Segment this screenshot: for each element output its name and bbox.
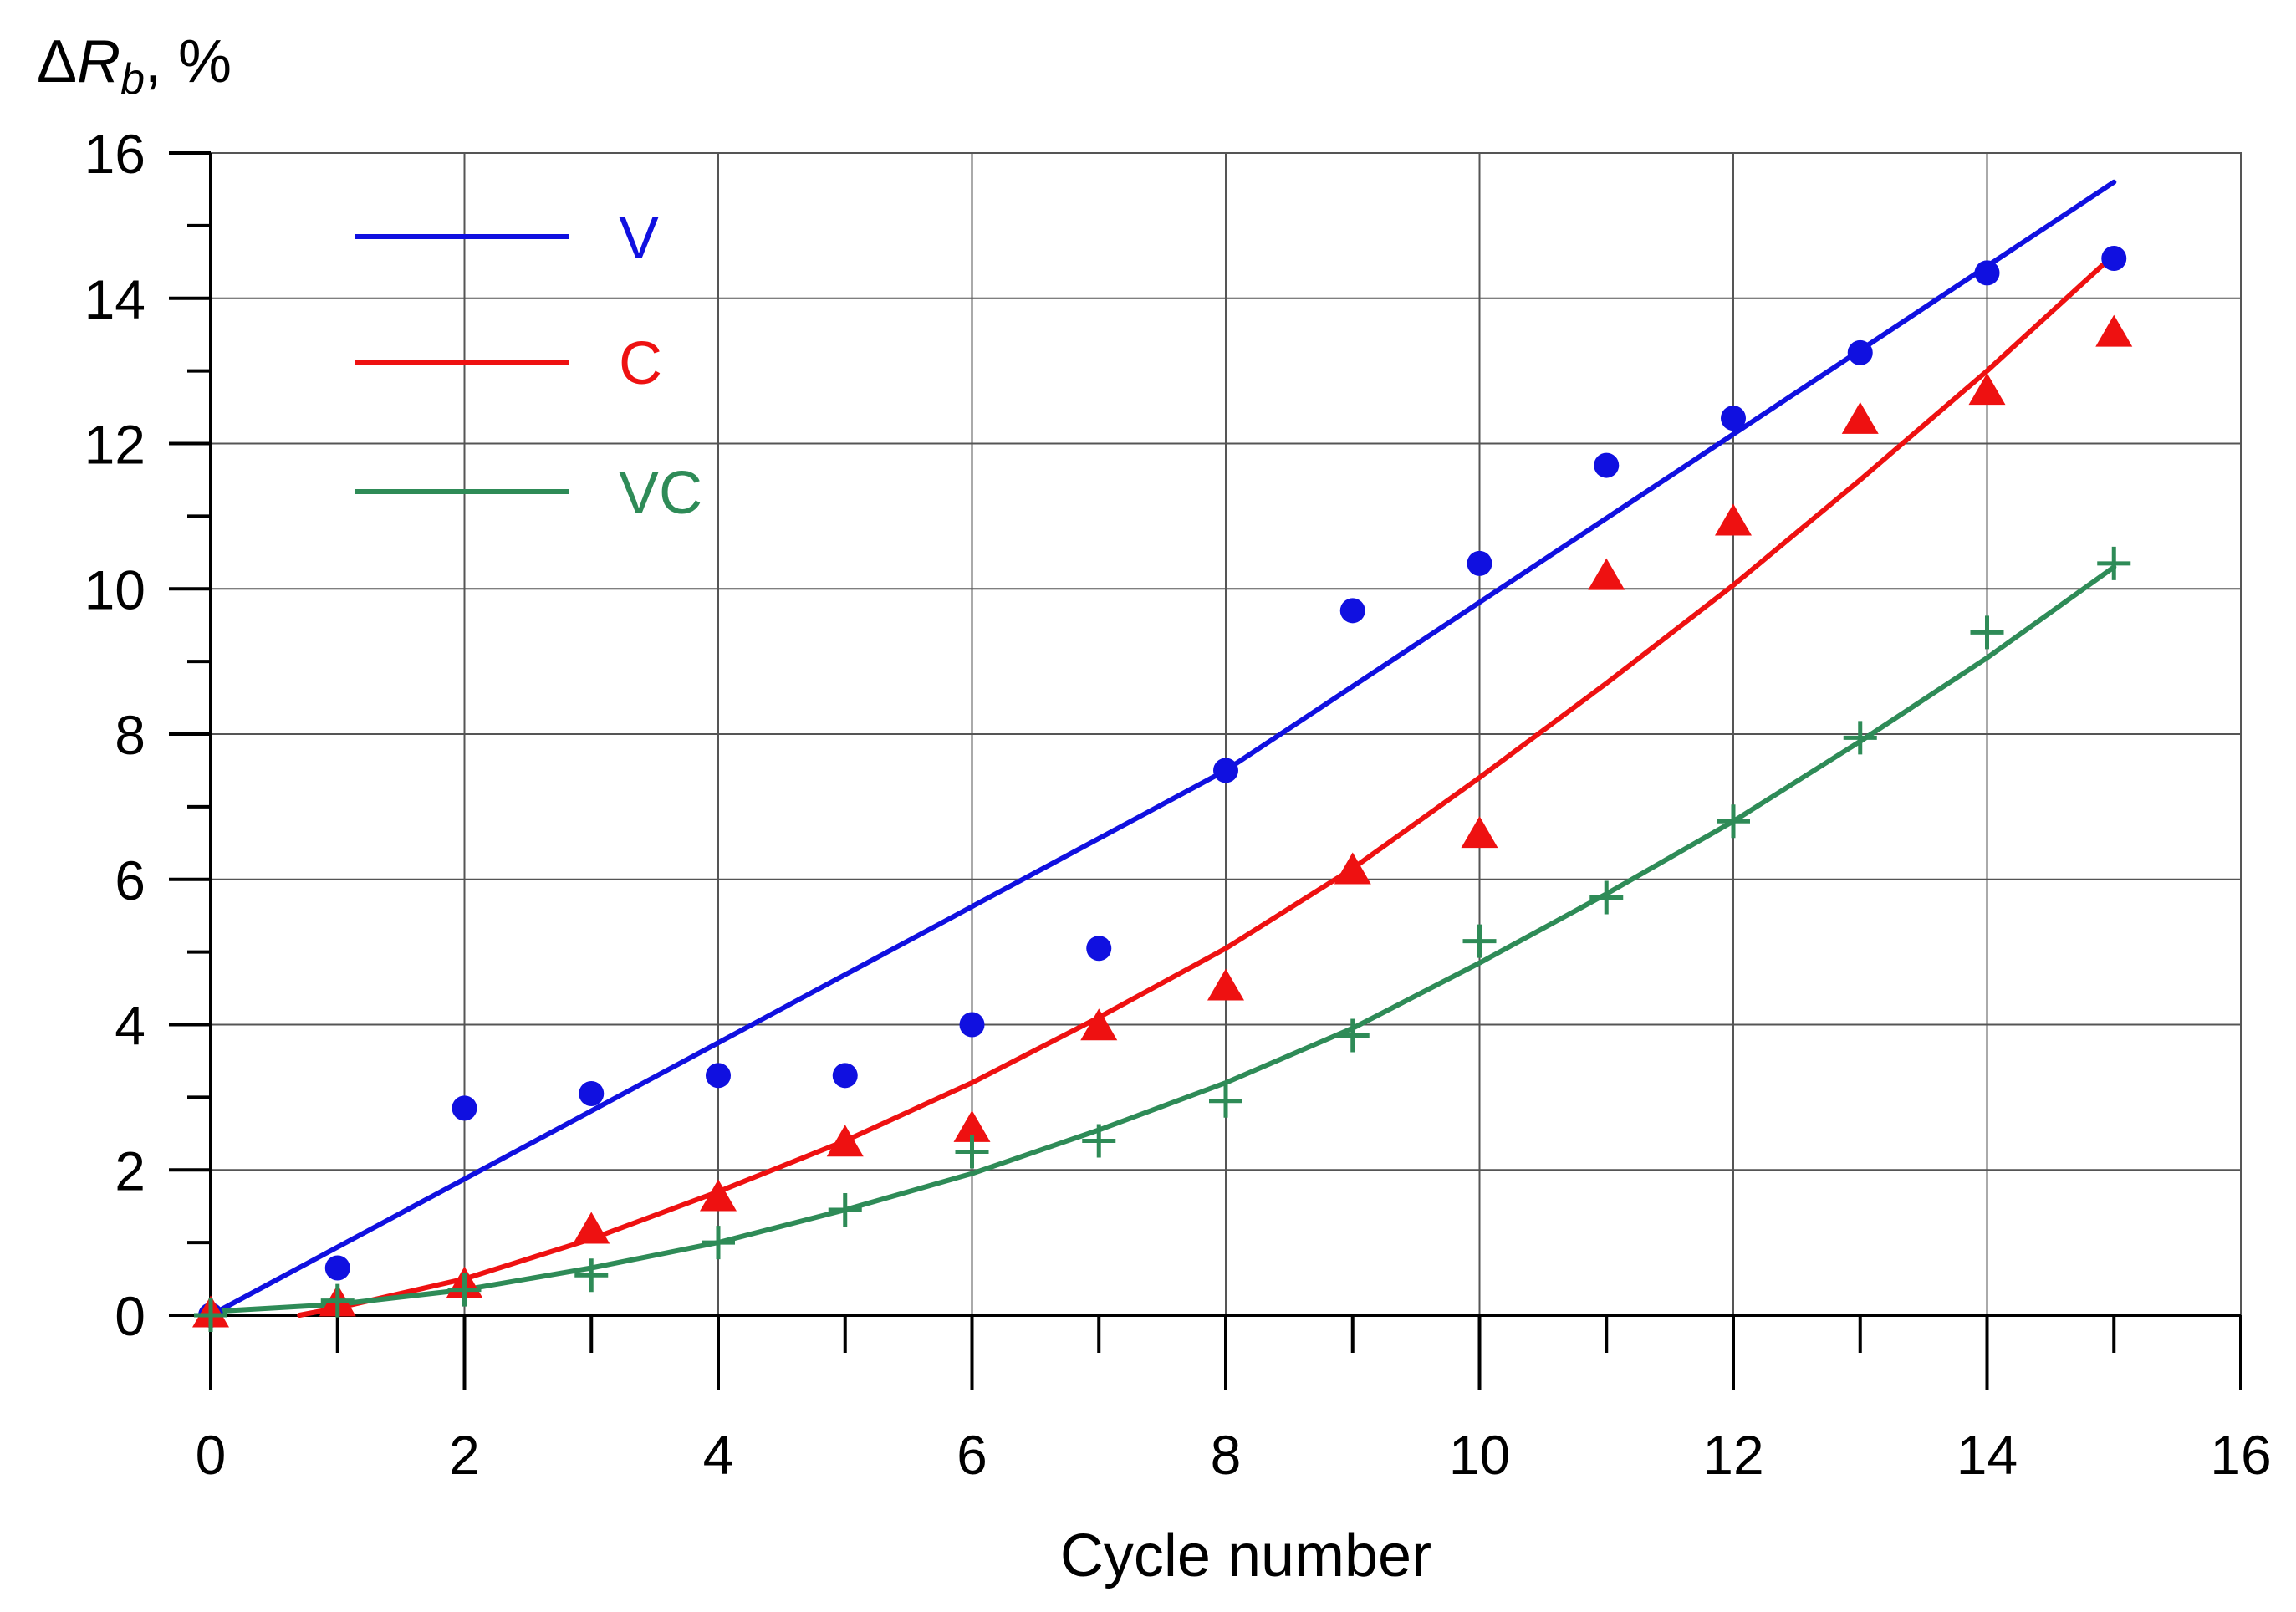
legend-label-v: V bbox=[619, 205, 659, 272]
ticks bbox=[169, 151, 2242, 1390]
y-tick-label: 8 bbox=[115, 704, 145, 766]
data-point-v bbox=[1974, 260, 2000, 286]
data-point-c bbox=[1461, 816, 1498, 849]
data-point-vc bbox=[828, 1193, 862, 1227]
x-tick-label: 14 bbox=[1957, 1424, 2018, 1486]
x-tick-label: 4 bbox=[703, 1424, 734, 1486]
data-point-v bbox=[832, 1063, 858, 1089]
data-point-v bbox=[1721, 406, 1746, 431]
x-tick-label: 0 bbox=[196, 1424, 227, 1486]
data-point-vc bbox=[320, 1283, 355, 1318]
data-point-c bbox=[1588, 558, 1625, 590]
y-axis-title-symbol: R bbox=[77, 28, 120, 95]
data-point-v bbox=[1467, 550, 1492, 576]
legend-label-c: C bbox=[619, 330, 662, 397]
x-axis-title: Cycle number bbox=[1060, 1523, 1431, 1589]
data-point-v bbox=[1847, 339, 1873, 365]
data-point-c bbox=[700, 1179, 737, 1212]
data-point-v bbox=[959, 1012, 985, 1038]
x-tick-label: 6 bbox=[957, 1424, 987, 1486]
y-axis-title-unit: , % bbox=[145, 28, 232, 95]
fit-line-vc bbox=[208, 564, 2117, 1314]
data-point-c bbox=[953, 1110, 991, 1142]
data-point-vc bbox=[194, 1298, 227, 1332]
x-tick-label: 16 bbox=[2210, 1424, 2271, 1486]
data-point-vc bbox=[2097, 546, 2131, 580]
markers bbox=[192, 245, 2133, 1332]
data-point-vc bbox=[1843, 721, 1877, 755]
y-axis-title: ΔRb, % bbox=[37, 28, 232, 104]
tick-labels: 0 2 4 6 8 10 12 14 16 0 2 4 6 8 10 12 14 16 bbox=[84, 123, 2272, 1486]
y-tick-label: 14 bbox=[84, 268, 145, 330]
y-tick-label: 6 bbox=[115, 849, 145, 911]
y-tick-label: 0 bbox=[115, 1285, 145, 1347]
x-tick-label: 2 bbox=[449, 1424, 480, 1486]
data-point-c bbox=[1080, 1008, 1118, 1041]
data-point-v bbox=[324, 1255, 350, 1281]
data-point-vc bbox=[1335, 1018, 1370, 1053]
data-point-v bbox=[1086, 936, 1112, 962]
legend-label-vc: VC bbox=[619, 460, 702, 527]
data-point-vc bbox=[1462, 924, 1497, 958]
data-point-vc bbox=[1717, 804, 1750, 839]
y-axis-title-delta: Δ bbox=[37, 28, 77, 95]
y-axis-title-subscript: b bbox=[120, 55, 145, 104]
data-point-v bbox=[452, 1095, 477, 1121]
data-point-v bbox=[706, 1063, 731, 1089]
y-tick-label: 10 bbox=[84, 559, 145, 620]
data-point-c bbox=[2095, 314, 2133, 347]
data-point-vc bbox=[1082, 1124, 1116, 1158]
data-point-vc bbox=[574, 1258, 609, 1293]
legend: VC VC bbox=[355, 205, 702, 527]
fit-line-c bbox=[297, 252, 2117, 1318]
data-point-vc bbox=[955, 1135, 989, 1169]
data-point-c bbox=[573, 1212, 610, 1244]
x-tick-label: 10 bbox=[1449, 1424, 1510, 1486]
data-point-c bbox=[1968, 373, 2006, 406]
x-tick-label: 12 bbox=[1702, 1424, 1763, 1486]
y-tick-label: 2 bbox=[115, 1140, 145, 1201]
data-point-vc bbox=[1970, 615, 2004, 650]
data-point-vc bbox=[702, 1226, 735, 1260]
data-point-c bbox=[1715, 503, 1752, 536]
data-point-c bbox=[1841, 401, 1879, 434]
y-tick-label: 12 bbox=[84, 414, 145, 476]
x-tick-label: 8 bbox=[1211, 1424, 1242, 1486]
data-point-v bbox=[1594, 452, 1620, 478]
data-point-v bbox=[1339, 598, 1365, 624]
data-point-c bbox=[826, 1125, 864, 1157]
data-point-v bbox=[2101, 245, 2127, 271]
data-point-v bbox=[1213, 758, 1238, 783]
data-point-vc bbox=[1209, 1084, 1242, 1118]
data-point-c bbox=[1207, 968, 1244, 1001]
y-tick-label: 16 bbox=[84, 123, 145, 185]
y-tick-label: 4 bbox=[115, 995, 145, 1057]
data-point-vc bbox=[447, 1273, 482, 1307]
data-point-v bbox=[579, 1081, 605, 1107]
data-point-c bbox=[1334, 852, 1371, 885]
data-point-vc bbox=[1589, 880, 1624, 915]
